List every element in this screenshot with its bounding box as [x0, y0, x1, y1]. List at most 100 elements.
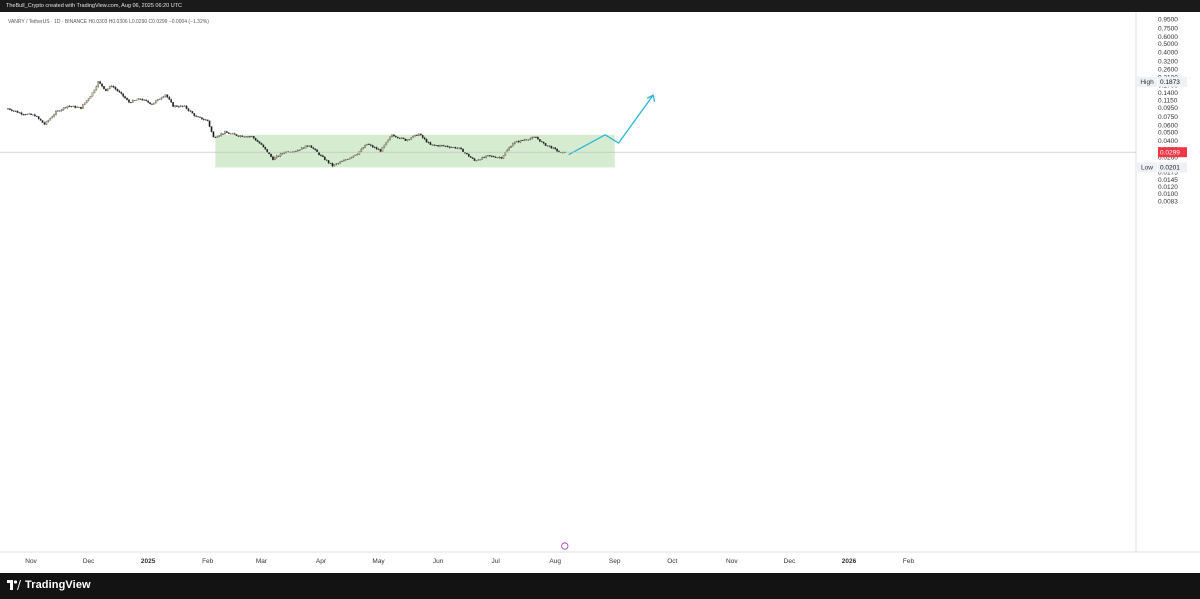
y-tick-label: 0.0400 — [1158, 138, 1178, 145]
brand-text: TradingView — [25, 579, 91, 591]
candle-body — [195, 115, 197, 117]
candle-body — [68, 105, 71, 107]
tradingview-logo[interactable]: TradingView — [7, 579, 91, 591]
y-tick-label: 0.4000 — [1158, 50, 1178, 57]
candle-body — [400, 137, 403, 139]
chart-area[interactable]: VANRY / TetherUS · 1D · BINANCE H0.0303 … — [0, 12, 1200, 573]
candle-body — [395, 136, 397, 138]
candle-body — [135, 99, 138, 101]
candle-body — [410, 137, 413, 140]
candle-body — [233, 133, 236, 135]
candle-body — [208, 120, 211, 127]
candle-body — [189, 110, 192, 112]
y-tick-label: 0.7500 — [1158, 26, 1178, 33]
y-tick-label: 0.9500 — [1158, 17, 1178, 24]
candle-body — [383, 144, 386, 148]
candle-body — [389, 136, 391, 140]
x-tick-label: 2026 — [842, 558, 857, 565]
candle-body — [512, 143, 514, 147]
candle-body — [375, 147, 378, 150]
candle-body — [203, 119, 205, 120]
candle-body — [345, 159, 347, 161]
candle-body — [556, 148, 558, 152]
candle-body — [26, 113, 29, 115]
candle-body — [408, 139, 411, 140]
candle-body — [421, 135, 424, 138]
y-tick-label: 0.1400 — [1158, 90, 1178, 97]
candle-body — [241, 135, 244, 137]
candle-body — [70, 106, 73, 107]
x-tick-label: Feb — [903, 558, 915, 565]
tradingview-icon — [7, 580, 21, 590]
candle-body — [7, 108, 9, 110]
candle-body — [28, 113, 30, 115]
candle-body — [118, 90, 121, 93]
candle-body — [197, 116, 199, 118]
candle-body — [187, 108, 190, 111]
candle-body — [258, 141, 261, 144]
candle-body — [181, 105, 184, 107]
high-marker-label: High — [1140, 79, 1154, 86]
symbol-legend: VANRY / TetherUS · 1D · BINANCE H0.0303 … — [8, 19, 209, 25]
candle-body — [306, 145, 309, 147]
candle-body — [120, 92, 123, 94]
candle-body — [554, 147, 557, 150]
x-tick-label: Sep — [609, 558, 621, 565]
candle-body — [500, 157, 503, 159]
candle-body — [494, 156, 497, 158]
candle-body — [24, 114, 27, 116]
candle-body — [214, 136, 217, 138]
footer-bar: TradingView — [0, 573, 1200, 599]
candle-body — [402, 137, 405, 140]
high-marker-value: 0.1873 — [1160, 79, 1180, 86]
x-tick-label: Dec — [784, 558, 796, 565]
candle-body — [441, 145, 443, 147]
candle-body — [268, 152, 270, 155]
candle-body — [283, 152, 286, 154]
candle-body — [51, 116, 53, 119]
candle-body — [320, 154, 322, 156]
candle-body — [14, 110, 17, 112]
y-tick-label: 0.5000 — [1158, 41, 1178, 48]
candle-body — [277, 155, 280, 157]
candle-body — [496, 157, 499, 159]
candle-body — [473, 158, 476, 161]
y-tick-label: 0.0175 — [1158, 170, 1178, 177]
projection-arrow[interactable] — [568, 94, 654, 156]
candle-body — [552, 147, 555, 149]
candle-body — [91, 92, 94, 97]
candle-body — [131, 100, 134, 103]
candle-body — [337, 162, 340, 164]
candle-body — [427, 141, 430, 143]
candle-body — [525, 139, 528, 141]
candle-body — [539, 138, 541, 142]
range-zone[interactable] — [215, 134, 615, 168]
candle-body — [128, 99, 130, 103]
candle-body — [341, 161, 343, 163]
event-marker-icon[interactable] — [561, 542, 569, 550]
candle-body — [373, 147, 376, 148]
candle-body — [302, 147, 305, 149]
price-chart[interactable]: VANRY / TetherUS · 1D · BINANCE H0.0303 … — [0, 12, 1200, 573]
candle-body — [435, 145, 437, 146]
candle-body — [485, 155, 487, 158]
candle-body — [149, 102, 151, 105]
candle-body — [527, 139, 530, 141]
candle-body — [222, 133, 224, 135]
candle-body — [492, 156, 495, 158]
candle-body — [416, 134, 418, 136]
candle-body — [297, 150, 299, 152]
candle-body — [168, 97, 171, 100]
candle-body — [80, 106, 82, 109]
candle-body — [385, 141, 388, 146]
candle-body — [479, 159, 482, 161]
candle-body — [510, 146, 512, 148]
candle-body — [162, 96, 165, 98]
candle-body — [406, 139, 409, 141]
candle-body — [387, 139, 389, 143]
candle-body — [99, 81, 101, 84]
low-marker-label: Low — [1141, 165, 1153, 172]
y-tick-label: 0.0100 — [1158, 191, 1178, 198]
candle-body — [41, 120, 44, 123]
candle-body — [339, 161, 341, 164]
